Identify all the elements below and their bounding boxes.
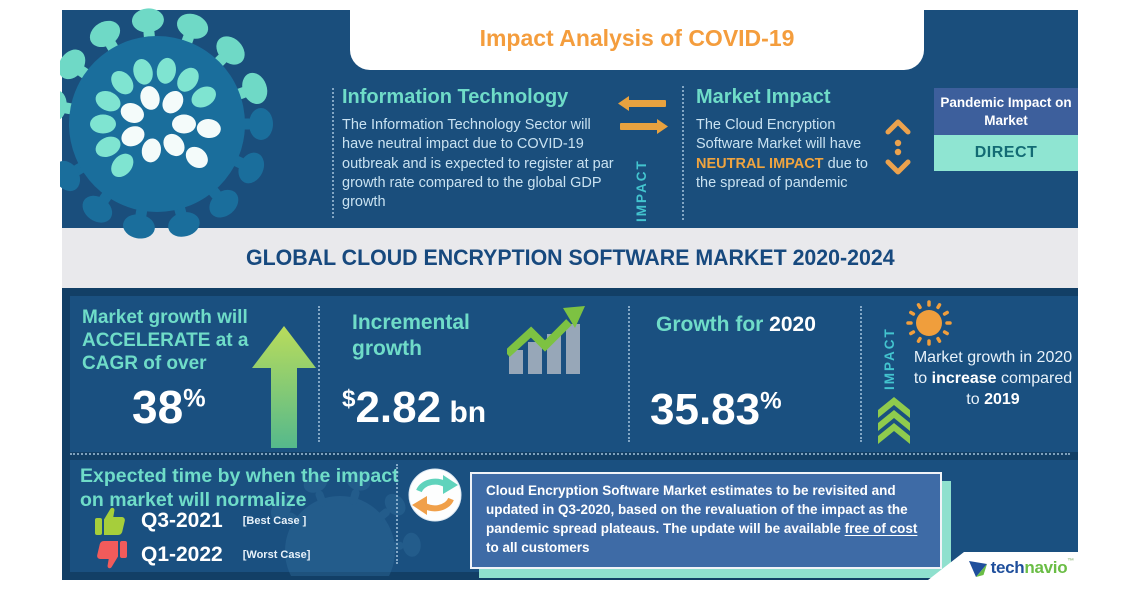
thumbs-down-icon	[97, 541, 127, 569]
divider-dotted	[332, 88, 334, 218]
cagr-value: 38%	[132, 384, 206, 430]
divider-dotted	[860, 306, 862, 442]
logo-navio: navio	[1024, 558, 1068, 577]
logo-wedge: technavio™	[928, 552, 1078, 580]
revision-note-box: Cloud Encryption Software Market estimat…	[470, 472, 942, 569]
pandemic-impact-value: DIRECT	[934, 135, 1078, 172]
sync-icon-wrap	[408, 468, 462, 527]
trademark-mark: ™	[1067, 558, 1074, 565]
coronavirus-icon	[60, 8, 273, 239]
note-text-part: to all customers	[486, 539, 590, 555]
market-impact-text: The Cloud Encryption Software Market wil…	[696, 117, 862, 153]
neutral-impact-highlight: NEUTRAL IMPACT	[696, 155, 824, 172]
pandemic-impact-box: Pandemic Impact on Market DIRECT	[934, 88, 1078, 172]
bn-label: bn	[449, 396, 487, 429]
thumbs-up-icon	[95, 507, 125, 535]
year-2019-label: 2019	[984, 390, 1020, 408]
growth-2020-heading: Growth for 2020	[656, 312, 816, 338]
cagr-heading: Market growth will ACCELERATE at a CAGR …	[82, 307, 249, 375]
best-case-label: [Best Case ]	[242, 515, 307, 527]
normalize-heading: Expected time by when the impact on mark…	[80, 465, 399, 512]
cagr-number: 38	[132, 381, 184, 433]
divider-dotted	[318, 306, 320, 442]
growth-number: 35.83	[650, 385, 761, 434]
up-arrow-icon	[252, 326, 316, 448]
growth-2020-value: 35.83%	[650, 388, 782, 432]
note-text-part: Cloud Encryption Software Market estimat…	[486, 483, 908, 536]
refresh-icon	[408, 468, 462, 522]
divider-dotted	[396, 464, 398, 564]
normalize-row: Expected time by when the impact on mark…	[70, 460, 1078, 576]
worst-case-row: Q1-2022 [Worst Case]	[95, 540, 310, 570]
cagr-percent: %	[183, 384, 206, 413]
incremental-growth-heading: Incremental growth	[352, 311, 470, 360]
triple-chevron-up-icon	[878, 397, 910, 444]
info-tech-section: Information Technology The Information T…	[342, 86, 618, 212]
market-impact-section: Market Impact The Cloud Encryption Softw…	[696, 86, 880, 193]
free-of-cost-label: free of cost	[844, 520, 918, 536]
technavio-logo-text: technavio™	[990, 558, 1075, 578]
worst-case-value: Q1-2022	[141, 543, 223, 566]
infographic-content: Impact Analysis of COVID-19 Information …	[60, 0, 1078, 580]
market-impact-body: The Cloud Encryption Software Market wil…	[696, 116, 880, 193]
incremental-growth-value: $2.82 bn	[342, 386, 486, 430]
best-case-row: Q3-2021 [Best Case ]	[95, 506, 306, 536]
page-title: Impact Analysis of COVID-19	[479, 24, 795, 51]
technavio-logo: technavio™	[968, 558, 1074, 578]
impact-note: Market growth in 2020 to increase compar…	[910, 348, 1076, 410]
divider-dotted-horizontal	[70, 453, 1070, 455]
info-tech-heading: Information Technology	[342, 86, 569, 108]
revision-note-text: Cloud Encryption Software Market estimat…	[486, 482, 928, 558]
faint-virus-icon	[270, 472, 421, 576]
growth-percent: %	[760, 387, 782, 415]
market-impact-heading: Market Impact	[696, 86, 831, 108]
worst-case-label: [Worst Case]	[242, 549, 311, 561]
divider-dotted	[682, 86, 684, 220]
logo-tech: tech	[990, 558, 1025, 577]
impact-vertical-label-top: IMPACT	[634, 159, 649, 222]
impact-note-text: compared to	[966, 369, 1073, 408]
title-box: Impact Analysis of COVID-19	[350, 0, 924, 70]
impact-vertical-label-bottom: IMPACT	[882, 327, 897, 390]
market-banner-title: GLOBAL CLOUD ENCRYPTION SOFTWARE MARKET …	[245, 245, 895, 270]
bottom-band: Market growth will ACCELERATE at a CAGR …	[62, 288, 1078, 580]
impact-note-text: Market growth in 2020 to	[913, 349, 1073, 387]
growth-for-label: Growth for	[656, 313, 770, 336]
incremental-number: 2.82	[355, 383, 442, 432]
stats-row: Market growth will ACCELERATE at a CAGR …	[70, 296, 1078, 452]
info-tech-body: The Information Technology Sector will h…	[342, 117, 614, 211]
growth-chart-icon	[507, 306, 585, 374]
incremental-unit: bn	[441, 396, 486, 429]
best-case-value: Q3-2021	[141, 509, 223, 532]
up-down-chevron-icon	[885, 119, 911, 175]
market-banner: GLOBAL CLOUD ENCRYPTION SOFTWARE MARKET …	[62, 228, 1078, 288]
dollar-sign: $	[342, 385, 356, 413]
technavio-arrow-icon	[968, 561, 987, 577]
increase-label: increase	[931, 369, 997, 387]
pandemic-impact-label: Pandemic Impact on Market	[934, 88, 1078, 136]
year-2020-label: 2020	[769, 313, 816, 336]
virus-sun-icon	[906, 300, 952, 346]
divider-dotted	[628, 306, 630, 442]
market-impact-text: due to the spread of pandemic	[696, 155, 868, 191]
swap-arrows-icon	[618, 96, 668, 134]
